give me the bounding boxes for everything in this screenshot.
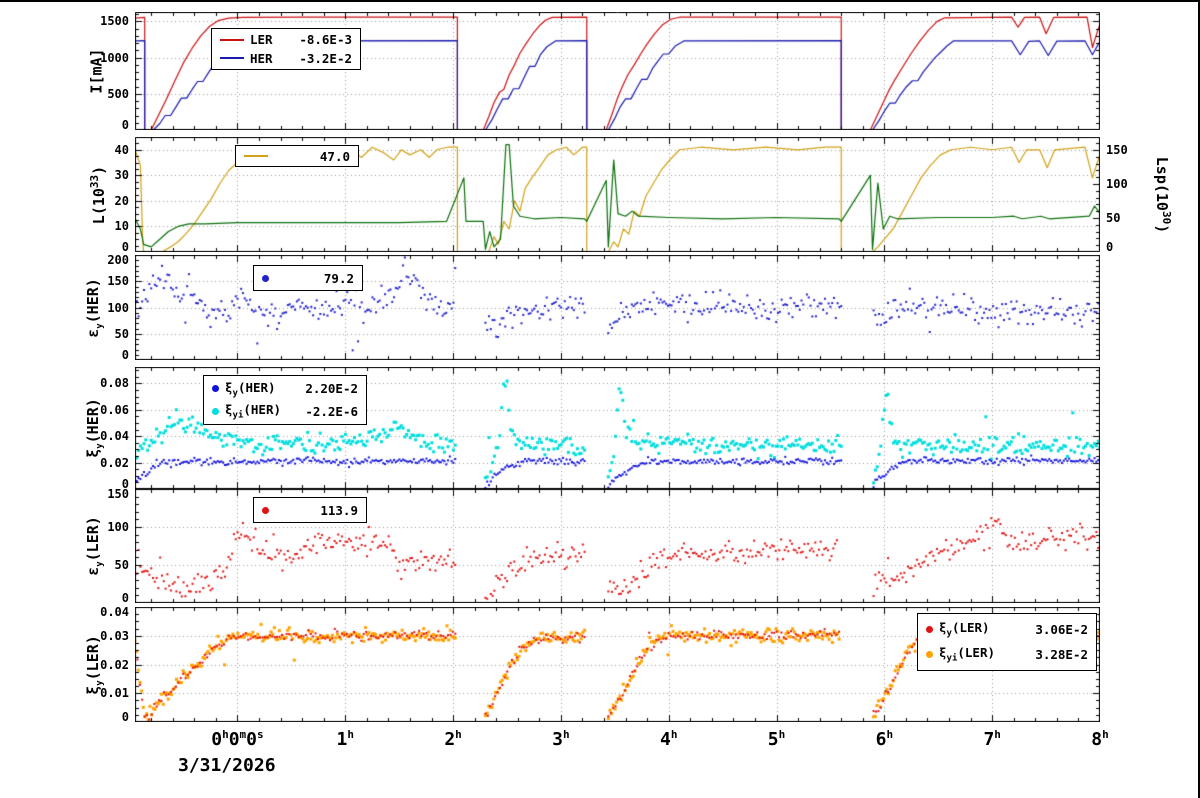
legend-value: -2.2E-6 — [305, 403, 358, 419]
x-tick-label: 5h — [767, 728, 786, 750]
legend-label: ξyi(HER) — [225, 401, 282, 421]
legend-dot-marker-icon — [926, 650, 933, 658]
legend-label: ξyi(LER) — [939, 645, 996, 664]
legend-label: ξy(HER) — [225, 379, 276, 399]
legend-dot-marker-icon — [262, 506, 269, 514]
legend-dot-marker-icon — [262, 274, 269, 282]
legend-xi-y-her: ξy(HER) 2.20E-2 ξyi(HER) -2.2E-6 — [203, 375, 367, 425]
y-tick-label: 150 — [107, 274, 129, 289]
legend-value: 113.9 — [320, 502, 358, 518]
y-tick-label: 100 — [107, 520, 129, 534]
y-axis-title-eps-y-her: εy(HER) — [84, 277, 105, 338]
x-tick-label: 8h — [1091, 728, 1109, 750]
y-axis-title-xi-y-ler: ξy(LER) — [84, 634, 105, 695]
legend-value: 79.2 — [323, 270, 354, 286]
legend-label: HER — [250, 50, 273, 66]
legend-label: LER — [250, 32, 273, 48]
y-tick-label: 0.02 — [100, 657, 129, 672]
legend-entry: ξy(HER) 2.20E-2 — [204, 379, 366, 399]
y-tick-label: 20 — [114, 193, 129, 208]
legend-line-marker-icon — [244, 155, 268, 157]
legend-xi-y-ler: ξy(LER) 3.06E-2 ξyi(LER) 3.28E-2 — [917, 613, 1097, 671]
legend-dot-marker-icon — [926, 626, 933, 634]
right-y-tick-label: 0 — [1106, 240, 1114, 254]
y-tick-label: 0 — [121, 118, 129, 132]
legend-entry: ξyi(HER) -2.2E-6 — [204, 401, 366, 421]
right-y-tick-label: 50 — [1106, 210, 1121, 225]
y-tick-label: 0 — [121, 348, 129, 362]
y-tick-label: 0.04 — [100, 429, 129, 444]
legend-entry: HER -3.2E-2 — [212, 51, 360, 66]
legend-entry: ξyi(LER) 3.28E-2 — [918, 645, 1096, 664]
y-tick-label: 150 — [107, 487, 129, 501]
legend-value: -3.2E-2 — [299, 50, 352, 66]
legend-value: 2.20E-2 — [305, 381, 358, 397]
y-tick-label: 0.08 — [100, 376, 129, 391]
y-tick-label: 0.03 — [100, 628, 129, 643]
legend-eps-y-ler: 113.9 — [253, 497, 367, 523]
y-tick-label: 0.06 — [100, 402, 129, 417]
y-tick-label: 10 — [114, 219, 129, 234]
x-tick-label: 0h0m0s — [211, 728, 264, 750]
y-tick-label: 0 — [121, 591, 129, 605]
y-tick-label: 1000 — [100, 50, 129, 65]
legend-label: ξy(LER) — [939, 620, 990, 639]
x-tick-label: 3h — [552, 728, 570, 750]
y-tick-label: 0.04 — [100, 605, 129, 619]
y-tick-label: 50 — [114, 326, 129, 341]
x-tick-label: 7h — [983, 728, 1001, 750]
y-tick-label: 0 — [121, 240, 129, 254]
y-tick-label: 100 — [107, 300, 129, 315]
legend-entry: 79.2 — [254, 271, 362, 286]
x-tick-label: 6h — [875, 728, 894, 750]
legend-entry: ξy(LER) 3.06E-2 — [918, 620, 1096, 639]
legend-value: -8.6E-3 — [299, 32, 352, 48]
legend-dot-marker-icon — [212, 407, 219, 415]
y-tick-label: 200 — [107, 253, 129, 267]
legend-current: LER -8.6E-3 HER -3.2E-2 — [211, 28, 361, 70]
legend-line-marker-icon — [220, 57, 244, 60]
x-axis-date-label: 3/31/2026 — [178, 755, 276, 776]
y-axis-title-xi-y-her: ξy(HER) — [84, 398, 105, 458]
right-y-tick-label: 150 — [1106, 142, 1128, 157]
y-tick-label: 30 — [114, 168, 129, 183]
y-tick-label: 0 — [121, 477, 129, 491]
legend-entry: LER -8.6E-3 — [212, 32, 360, 47]
y-tick-label: 500 — [107, 86, 129, 101]
y-tick-label: 1500 — [100, 14, 129, 29]
y-tick-label: 0 — [121, 710, 129, 724]
legend-eps-y-her: 79.2 — [253, 265, 363, 291]
legend-line-marker-icon — [220, 38, 244, 41]
y-axis-title-current: I[mA] — [87, 48, 106, 94]
legend-entry: 113.9 — [254, 503, 366, 518]
x-tick-label: 1h — [336, 728, 354, 750]
x-tick-label: 4h — [659, 728, 678, 750]
y-tick-label: 0.01 — [100, 686, 129, 701]
legend-entry: 47.0 — [236, 149, 358, 164]
legend-value: 3.28E-2 — [1035, 646, 1088, 662]
y-axis-title-luminosity: L(1033) — [88, 165, 108, 224]
legend-luminosity: 47.0 — [235, 145, 359, 167]
y-tick-label: 50 — [114, 558, 129, 572]
legend-value: 47.0 — [319, 148, 350, 164]
legend-value: 3.06E-2 — [1035, 622, 1088, 638]
y-axis-title-eps-y-ler: εy(LER) — [84, 516, 105, 576]
right-y-axis-title: Lsp(1030) — [1153, 156, 1173, 233]
legend-dot-marker-icon — [212, 385, 219, 393]
y-tick-label: 0.02 — [100, 455, 129, 470]
y-tick-label: 40 — [114, 142, 129, 157]
x-tick-label: 2h — [444, 728, 462, 750]
right-y-tick-label: 100 — [1106, 176, 1128, 191]
